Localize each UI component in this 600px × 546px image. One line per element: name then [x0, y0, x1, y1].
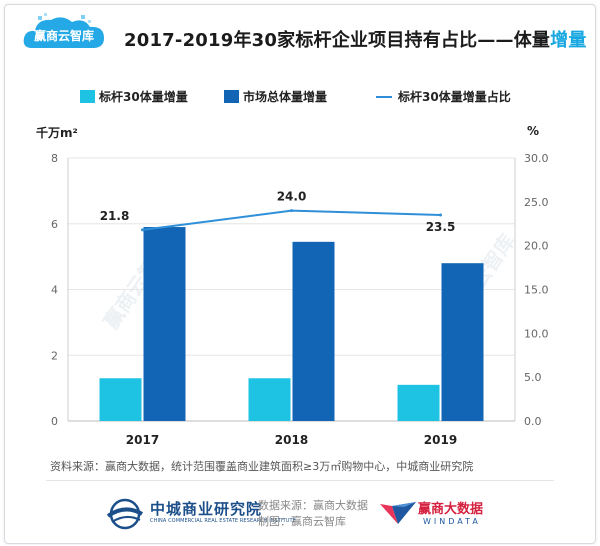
y-tick-label-right: 5.0 [524, 371, 542, 384]
institute-logo-icon [106, 498, 144, 530]
y-tick-label-right: 20.0 [524, 240, 549, 253]
legend-swatch-line [376, 95, 392, 98]
institute-name: 中城商业研究院 [150, 500, 263, 518]
institute-name-en: CHINA COMMERCIAL REAL ESTATE RESEARCH IN… [150, 518, 296, 524]
bar-benchmark [248, 378, 291, 421]
legend-item-benchmark-increment: 标杆30体量增量 [80, 88, 188, 105]
footnote: 资料来源：赢商大数据，统计范围覆盖商业建筑面积≥3万㎡购物中心，中城商业研究院 [50, 460, 474, 473]
source-credits: 数据来源：赢商大数据 制图：赢商云智库 [258, 498, 368, 530]
header: 赢商云智库 2017-2019年30家标杆企业项目持有占比——体量增量 [0, 0, 600, 66]
y-axis-label-left: 千万m² [36, 126, 78, 140]
legend-swatch-blue [224, 90, 239, 103]
card-frame [4, 4, 596, 544]
bar-market [143, 227, 186, 421]
chart-title: 2017-2019年30家标杆企业项目持有占比——体量增量 [124, 26, 587, 52]
title-highlight: 增量 [550, 30, 587, 51]
y-tick-label-left: 2 [51, 349, 58, 362]
share-point [439, 213, 442, 217]
share-point [290, 209, 293, 213]
data-label: 24.0 [277, 190, 307, 204]
legend-item-market-increment: 市场总体量增量 [224, 88, 327, 105]
legend: 标杆30体量增量 市场总体量增量 标杆30体量增量占比 [0, 86, 600, 108]
y-tick-label-right: 30.0 [524, 152, 549, 165]
divider [46, 480, 554, 481]
y-tick-label-right: 10.0 [524, 327, 549, 340]
share-point [141, 228, 144, 232]
data-label: 23.5 [426, 220, 456, 234]
y-tick-label-right: 0.0 [524, 415, 542, 428]
legend-label: 市场总体量增量 [243, 90, 328, 104]
partner-name: 赢商大数据 [418, 502, 484, 517]
y-tick-label-left: 0 [51, 415, 58, 428]
bar-market [441, 263, 484, 421]
y-axis-label-right: % [527, 124, 540, 138]
title-main: 2017-2019年30家标杆企业项目持有占比——体量 [124, 30, 551, 51]
legend-label: 标杆30体量增量占比 [398, 90, 511, 104]
y-tick-label-left: 8 [51, 152, 58, 165]
made-by-text: 制图：赢商云智库 [258, 515, 346, 528]
partner-name-en: WINDATA [423, 517, 481, 526]
x-tick-label: 2019 [424, 433, 457, 447]
y-tick-label-left: 4 [51, 284, 58, 297]
windata-logo-icon [380, 502, 416, 524]
cloud-logo-icon: 赢商云智库 [23, 13, 104, 48]
footer: 中城商业研究院 CHINA COMMERCIAL REAL ESTATE RES… [0, 490, 600, 540]
brand-text: 赢商云智库 [34, 28, 94, 43]
legend-label: 标杆30体量增量 [99, 90, 188, 104]
bar-benchmark [397, 384, 440, 421]
data-source-text: 数据来源：赢商大数据 [258, 499, 368, 512]
legend-item-share-line: 标杆30体量增量占比 [376, 88, 511, 105]
bar-benchmark [99, 378, 142, 421]
x-tick-label: 2017 [126, 433, 159, 447]
y-tick-label-left: 6 [51, 218, 58, 231]
data-label: 21.8 [100, 209, 130, 223]
y-tick-label-right: 25.0 [524, 196, 549, 209]
legend-swatch-cyan [80, 90, 95, 103]
x-tick-label: 2018 [275, 433, 308, 447]
share-line [142, 209, 441, 231]
y-tick-label-right: 15.0 [524, 284, 549, 297]
bar-market [292, 241, 335, 421]
